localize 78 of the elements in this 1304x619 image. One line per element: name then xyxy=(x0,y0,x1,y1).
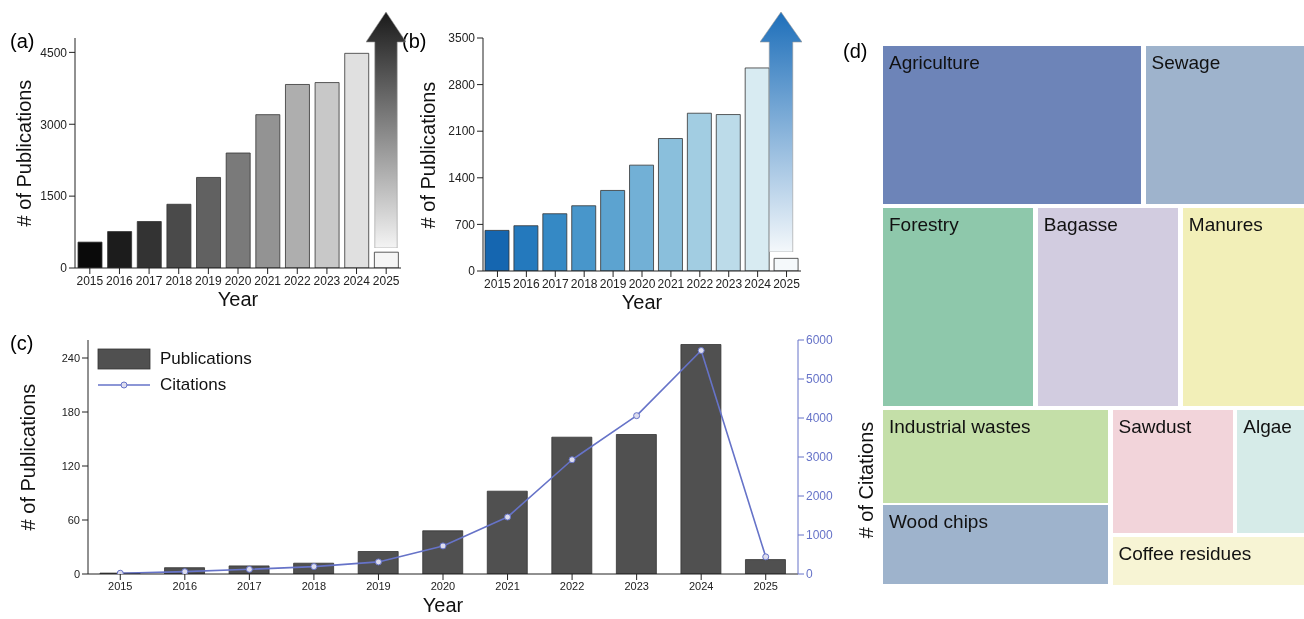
x-tick-label: 2018 xyxy=(570,276,598,291)
category-label: Coffee residues xyxy=(1117,541,1253,566)
y2-tick-label: 0 xyxy=(806,567,813,582)
x-tick-label: 2016 xyxy=(106,273,134,288)
x-tick-label: 2021 xyxy=(657,276,685,291)
y2-axis-title: # of Citations xyxy=(854,421,878,539)
category-label: Agriculture xyxy=(888,51,981,75)
y-tick-label: 700 xyxy=(454,217,476,232)
category-label: Forestry xyxy=(888,213,960,237)
x-tick-label: 2021 xyxy=(254,273,282,288)
y2-tick-label: 3000 xyxy=(806,450,834,465)
x-tick-label: 2017 xyxy=(135,273,163,288)
category-label: Wood chips xyxy=(888,510,989,534)
y2-tick-label: 4000 xyxy=(806,411,834,426)
y-axis-title: # of Publications xyxy=(416,81,440,228)
x-tick-label: 2015 xyxy=(108,579,133,592)
x-tick-label: 2020 xyxy=(430,579,456,592)
y-tick-label: 120 xyxy=(61,459,80,472)
x-tick-label: 2020 xyxy=(628,276,656,291)
y2-tick-label: 5000 xyxy=(806,372,834,387)
category-label: Manures xyxy=(1187,213,1264,237)
y-tick-label: 3500 xyxy=(448,31,476,46)
x-tick-label: 2019 xyxy=(599,276,627,291)
x-tick-label: 2018 xyxy=(165,273,193,288)
x-tick-label: 2017 xyxy=(237,579,262,592)
x-tick-label: 2019 xyxy=(366,579,391,592)
x-tick-label: 2025 xyxy=(773,276,801,291)
y-axis-title: # of Publications xyxy=(16,383,40,531)
x-tick-label: 2016 xyxy=(513,276,541,291)
x-tick-label: 2022 xyxy=(686,276,714,291)
y-tick-label: 0 xyxy=(60,261,68,276)
category-label: Industrial wastes xyxy=(888,414,1032,439)
x-tick-label: 2019 xyxy=(195,273,223,288)
x-axis-title: Year xyxy=(216,288,260,311)
y-tick-label: 240 xyxy=(61,351,80,364)
x-axis-title: Year xyxy=(421,594,465,617)
text: (d) xyxy=(843,40,868,63)
chart-title: (c) xyxy=(10,332,34,355)
legend-label: Publications xyxy=(160,348,252,370)
x-tick-label: 2025 xyxy=(372,273,400,288)
category-label: Bagasse xyxy=(1042,213,1119,237)
x-tick-label: 2025 xyxy=(753,579,778,592)
category-label: Sawdust xyxy=(1117,414,1193,439)
x-tick-label: 2023 xyxy=(313,273,341,288)
x-tick-label: 2022 xyxy=(283,273,311,288)
y-tick-label: 4500 xyxy=(40,45,68,60)
x-tick-label: 2024 xyxy=(744,276,772,291)
x-tick-label: 2017 xyxy=(541,276,569,291)
y2-tick-label: 6000 xyxy=(806,333,834,348)
x-tick-label: 2015 xyxy=(76,273,104,288)
y-tick-label: 0 xyxy=(468,264,476,279)
x-tick-label: 2021 xyxy=(495,579,520,592)
x-tick-label: 2023 xyxy=(624,579,649,592)
y2-tick-label: 2000 xyxy=(806,489,834,504)
y-tick-label: 3000 xyxy=(40,117,68,132)
x-tick-label: 2015 xyxy=(484,276,512,291)
chart-title: (b) xyxy=(402,30,427,53)
y-axis-title: # of Publications xyxy=(12,79,36,227)
y-tick-label: 1400 xyxy=(448,171,476,186)
x-axis-title: Year xyxy=(620,291,664,314)
x-tick-label: 2023 xyxy=(715,276,743,291)
y-tick-label: 2100 xyxy=(448,124,476,139)
x-tick-label: 2024 xyxy=(343,273,371,288)
y-tick-label: 0 xyxy=(73,567,80,580)
x-tick-label: 2016 xyxy=(172,579,198,592)
x-tick-label: 2024 xyxy=(688,579,714,592)
x-tick-label: 2018 xyxy=(301,579,327,592)
chart-title: (a) xyxy=(10,30,35,53)
category-label: Algae xyxy=(1242,414,1293,439)
y-tick-label: 1500 xyxy=(40,189,68,204)
category-label: Sewage xyxy=(1150,51,1222,75)
y-tick-label: 60 xyxy=(67,513,80,526)
x-tick-label: 2020 xyxy=(224,273,252,288)
y-tick-label: 180 xyxy=(61,405,80,418)
y2-tick-label: 1000 xyxy=(806,528,834,543)
y-tick-label: 2800 xyxy=(448,77,476,92)
legend-label: Citations xyxy=(160,374,227,396)
x-tick-label: 2022 xyxy=(559,579,585,592)
